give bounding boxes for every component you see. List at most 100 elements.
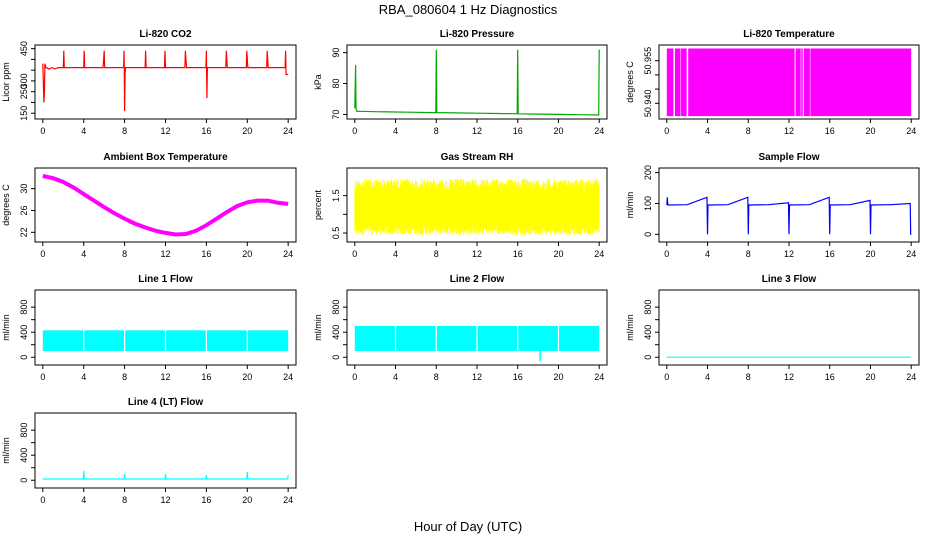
x-tick-label: 8 xyxy=(122,495,127,505)
x-tick-label: 4 xyxy=(81,372,86,382)
data-layer xyxy=(666,196,912,235)
panel-sample-flow: Sample Flow ml/min 0 4 8 12 16 20 24 0 100 200 xyxy=(625,152,920,259)
x-tick-label: 20 xyxy=(553,372,563,382)
data-layer xyxy=(666,48,912,117)
x-tick-label: 8 xyxy=(122,126,127,136)
y-axis-label: kPa xyxy=(313,74,323,90)
y-tick-label: 800 xyxy=(19,423,29,438)
x-tick-label: 20 xyxy=(553,249,563,259)
x-tick-label: 4 xyxy=(81,126,86,136)
x-tick-label: 0 xyxy=(40,126,45,136)
panel-line-4-lt-flow: Line 4 (LT) Flow ml/min 0 4 8 12 16 20 24 0 400 800 xyxy=(1,397,297,505)
y-tick-label: 90 xyxy=(331,48,341,58)
data-gap xyxy=(800,48,802,117)
y-axis-label: degrees C xyxy=(625,61,635,103)
x-tick-label: 8 xyxy=(746,249,751,259)
y-tick-label: 0 xyxy=(331,355,341,360)
x-tick-label: 24 xyxy=(594,126,604,136)
y-tick-label: 22 xyxy=(19,227,29,237)
y-tick-label: 0.5 xyxy=(331,227,341,240)
data-gap xyxy=(794,48,796,117)
y-tick-label: 50.955 xyxy=(643,47,653,75)
y-tick-label: 800 xyxy=(19,300,29,315)
x-tick-label: 0 xyxy=(40,372,45,382)
x-tick-label: 12 xyxy=(160,249,170,259)
x-tick-label: 16 xyxy=(825,126,835,136)
x-tick-label: 0 xyxy=(352,372,357,382)
x-tick-label: 12 xyxy=(784,249,794,259)
x-tick-label: 4 xyxy=(81,249,86,259)
y-axis-label: ml/min xyxy=(313,314,323,341)
x-tick-label: 0 xyxy=(352,249,357,259)
x-tick-label: 24 xyxy=(283,249,293,259)
x-tick-label: 20 xyxy=(242,249,252,259)
x-tick-label: 20 xyxy=(865,126,875,136)
series-line xyxy=(354,49,600,116)
y-tick-label: 200 xyxy=(643,165,653,180)
panel-title: Line 2 Flow xyxy=(450,274,505,285)
x-tick-label: 0 xyxy=(664,126,669,136)
y-tick-label: 150 xyxy=(19,106,29,121)
x-tick-label: 16 xyxy=(825,249,835,259)
rh-band xyxy=(354,178,600,235)
x-tick-label: 12 xyxy=(472,249,482,259)
y-axis-label: ml/min xyxy=(1,437,11,464)
plot-frame xyxy=(658,289,920,366)
data-band xyxy=(666,48,912,117)
y-axis-label: Licor ppm xyxy=(1,62,11,102)
panel-title: Li-820 CO2 xyxy=(139,29,192,40)
y-tick-label: 30 xyxy=(19,184,29,194)
x-tick-label: 12 xyxy=(472,372,482,382)
data-layer xyxy=(42,50,289,112)
x-tick-label: 24 xyxy=(283,372,293,382)
x-tick-label: 16 xyxy=(513,249,523,259)
y-tick-label: 0 xyxy=(643,355,653,360)
panel-title: Li-820 Pressure xyxy=(440,29,515,40)
panel-li-820-temperature: Li-820 Temperature degrees C 0 4 8 12 16 20 24 50… xyxy=(625,29,920,136)
y-tick-label: 50.940 xyxy=(643,90,653,118)
x-tick-label: 0 xyxy=(352,126,357,136)
x-tick-label: 0 xyxy=(40,249,45,259)
series-line xyxy=(42,174,289,237)
panel-title: Ambient Box Temperature xyxy=(103,152,228,163)
x-tick-label: 20 xyxy=(553,126,563,136)
data-gap xyxy=(802,48,804,117)
data-layer xyxy=(354,49,600,116)
y-tick-label: 400 xyxy=(331,325,341,340)
y-tick-label: 800 xyxy=(643,300,653,315)
y-tick-label: 0 xyxy=(643,232,653,237)
y-tick-label: 80 xyxy=(331,79,341,89)
plot-frame xyxy=(346,44,608,120)
data-gap xyxy=(680,48,682,117)
data-layer xyxy=(42,174,289,237)
x-tick-label: 4 xyxy=(81,495,86,505)
x-tick-label: 12 xyxy=(160,372,170,382)
y-tick-label: 1.5 xyxy=(331,189,341,202)
x-tick-label: 20 xyxy=(242,372,252,382)
x-tick-label: 8 xyxy=(434,372,439,382)
x-tick-label: 24 xyxy=(906,249,916,259)
x-axis-label: Hour of Day (UTC) xyxy=(414,519,522,534)
x-tick-label: 8 xyxy=(122,372,127,382)
figure-title: RBA_080604 1 Hz Diagnostics xyxy=(379,2,558,17)
x-tick-label: 12 xyxy=(160,126,170,136)
x-tick-label: 4 xyxy=(705,126,710,136)
panel-li-820-pressure: Li-820 Pressure kPa 0 4 8 12 16 20 24 70 80 90 xyxy=(313,29,608,136)
x-tick-label: 4 xyxy=(705,249,710,259)
panel-title: Gas Stream RH xyxy=(441,152,514,163)
y-tick-label: 400 xyxy=(643,325,653,340)
panel-title: Line 3 Flow xyxy=(762,274,817,285)
series-line xyxy=(42,470,289,480)
panel-gas-stream-rh: Gas Stream RH percent 0 4 8 12 16 20 24 0.5 1.5 xyxy=(313,152,608,259)
y-axis-label: percent xyxy=(313,189,323,220)
x-tick-label: 8 xyxy=(434,126,439,136)
x-tick-label: 24 xyxy=(906,126,916,136)
data-gap xyxy=(686,48,689,117)
data-layer xyxy=(354,178,600,235)
series-line xyxy=(666,196,912,235)
x-tick-label: 20 xyxy=(865,372,875,382)
x-tick-label: 8 xyxy=(434,249,439,259)
